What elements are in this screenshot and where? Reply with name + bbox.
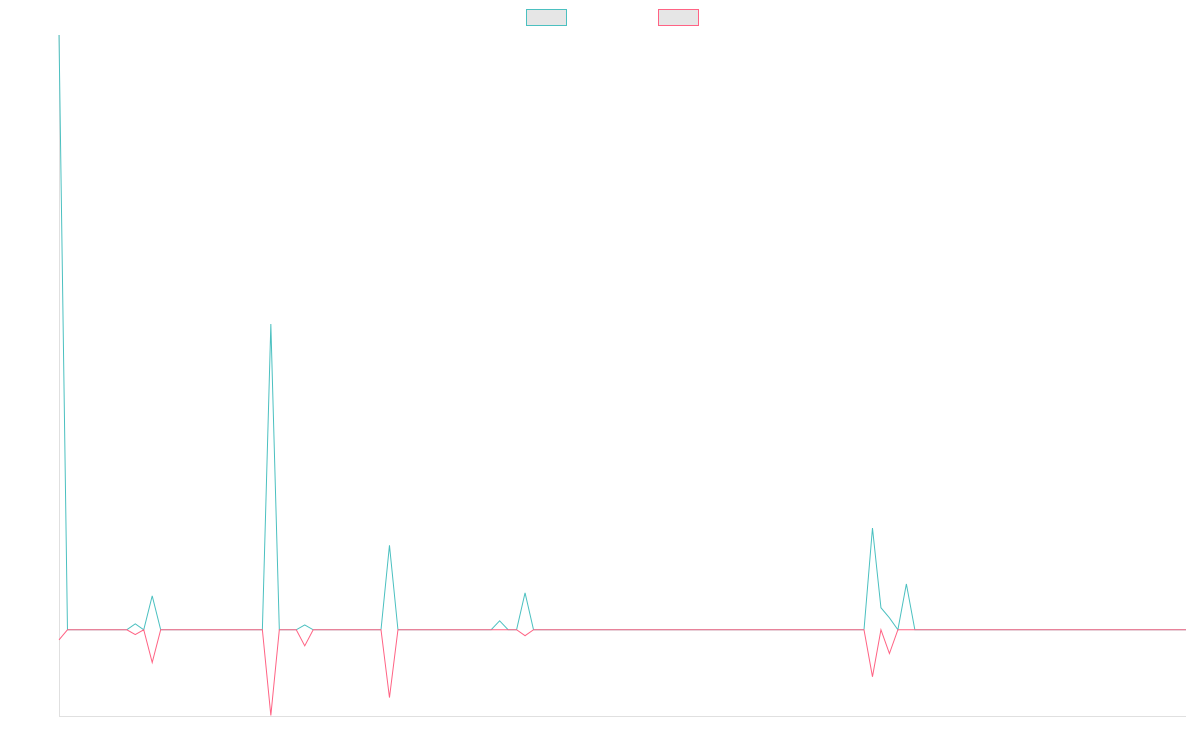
series-line	[58, 34, 1186, 632]
series-line	[58, 627, 1186, 716]
legend-swatch	[658, 9, 699, 26]
legend-swatch	[526, 9, 567, 26]
